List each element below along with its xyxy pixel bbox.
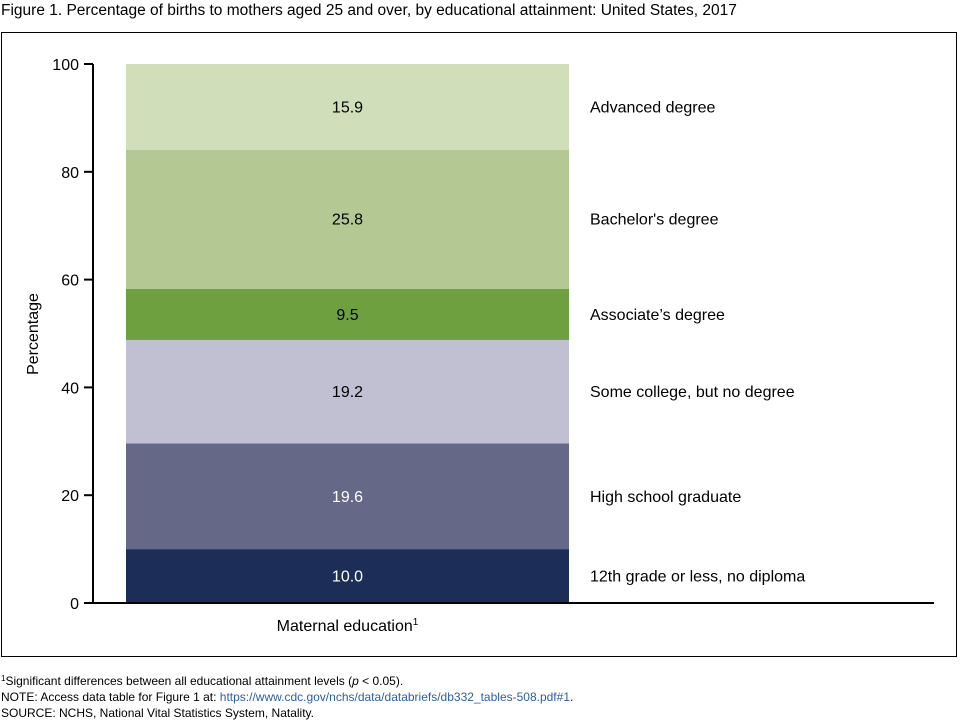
p-symbol: p [352,674,359,688]
significance-text-pre: Significant differences between all educ… [5,674,353,688]
bar-segment-6 [126,64,569,150]
data-label-6: 15.9 [332,99,363,116]
bar-segment-2 [126,443,569,550]
data-label-4: 9.5 [336,307,358,324]
note-line: NOTE: Access data table for Figure 1 at:… [1,689,573,705]
bar-segment-4 [126,288,569,340]
legend-label-3: Some college, but no degree [590,384,795,401]
stacked-bar-chart: 10.0 12th grade or less, no diploma 19.6 Hi… [25,57,934,635]
y-tick-label-80: 80 [61,165,79,182]
data-label-5: 25.8 [332,212,363,229]
y-tick-label-0: 0 [70,596,79,613]
data-label-3: 19.2 [332,384,363,401]
y-tick-label-100: 100 [52,57,79,74]
y-axis-title: Percentage [25,293,42,375]
x-axis-title-superscript: 1 [413,617,419,628]
data-label-1: 10.0 [332,569,363,586]
y-tick-label-20: 20 [61,488,79,505]
y-tick-label-40: 40 [61,380,79,397]
data-label-2: 19.6 [332,489,363,506]
note-suffix: . [570,690,574,704]
bar-segment-1 [126,549,569,603]
source-line: SOURCE: NCHS, National Vital Statistics … [1,706,314,720]
legend-label-6: Advanced degree [590,99,716,116]
bar-segment-3 [126,339,569,444]
data-table-link[interactable]: https://www.cdc.gov/nchs/data/databriefs… [219,690,570,704]
significance-footnote: 1Significant differences between all edu… [1,673,573,689]
figure-title: Figure 1. Percentage of births to mother… [1,2,737,19]
x-axis-title: Maternal education1 [277,617,419,635]
x-axis-title-text: Maternal education [277,618,413,635]
significance-text-post: < 0.05). [358,674,404,688]
legend-label-4: Associate’s degree [590,307,725,324]
bar-segment-5 [126,149,569,289]
footnote-marker: 1 [1,674,6,683]
legend-label-1: 12th grade or less, no diploma [590,569,805,586]
y-tick-label-60: 60 [61,273,79,290]
chart-frame: 10.0 12th grade or less, no diploma 19.6 Hi… [1,32,957,657]
note-prefix: NOTE: Access data table for Figure 1 at: [1,690,220,704]
legend-label-5: Bachelor's degree [590,212,719,229]
legend-label-2: High school graduate [590,489,741,506]
footnotes: 1Significant differences between all edu… [1,673,573,721]
